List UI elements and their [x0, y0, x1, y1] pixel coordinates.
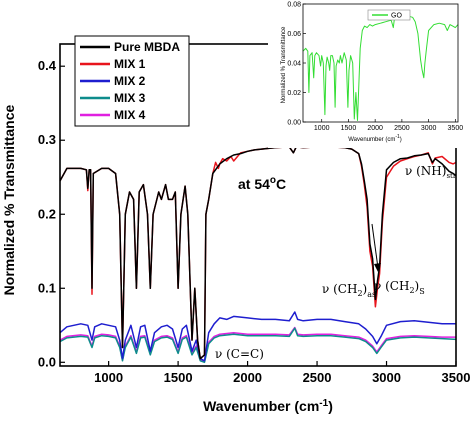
inset-x-tick-label: 1000: [314, 125, 330, 132]
y-tick-label: 0.1: [38, 280, 56, 295]
main-axis-ticks: 1000 1500 2000 2500 3000 3500 0.0 0.1 0.2 0.3 0.4: [38, 58, 471, 385]
inset-x-tick-label: 2500: [394, 125, 410, 132]
y-tick-label: 0.4: [38, 58, 57, 73]
x-tick-label: 1000: [94, 370, 123, 385]
y-tick-label: 0.2: [38, 206, 56, 221]
x-tick-label: 2000: [233, 370, 262, 385]
inset-background: [268, 0, 474, 148]
legend-label-mix-4: MIX 4: [114, 108, 146, 122]
cc-stretch-annotation: ν (C=C): [215, 347, 264, 361]
series-line-mix-2: [59, 311, 456, 362]
ch2-arrow-head: [374, 263, 381, 272]
x-tick-label: 3500: [442, 370, 471, 385]
legend-label-mix-1: MIX 1: [114, 57, 146, 71]
nh-stretch-annotation: ν (NH)str: [405, 164, 457, 180]
inset-series-group: [302, 15, 459, 121]
legend-label-mix-2: MIX 2: [114, 74, 146, 88]
inset-x-tick-label: 2000: [367, 125, 383, 132]
inset-axis-ticks: 1000 1500 2000 2500 3000 3500 0.00 0.02 0.04 0.06…: [287, 2, 463, 133]
x-axis-label: Wavenumber (cm-1): [203, 398, 333, 414]
inset-legend-label-go: GO: [391, 13, 402, 20]
x-tick-label: 2500: [303, 370, 332, 385]
inset-y-tick-label: 0.02: [287, 90, 301, 97]
series-line-mix-3: [59, 327, 457, 364]
main-series-group: [59, 146, 457, 364]
inset-legend: GO: [367, 9, 411, 21]
ch2-sym-annotation: ν (CH2)S: [374, 279, 425, 296]
y-tick-label: 0.3: [38, 132, 56, 147]
inset-y-tick-label: 0.04: [287, 61, 301, 68]
inset-y-tick-label: 0.08: [287, 2, 301, 9]
inset-legend-box: [367, 9, 411, 21]
inset-x-tick-label: 3000: [421, 125, 437, 132]
inset-y-axis-label: Normalized % Transmittance: [281, 26, 287, 103]
inset-y-tick-label: 0.00: [287, 120, 301, 127]
ch2-arrow-line: [371, 223, 379, 269]
inset-x-tick-label: 1500: [341, 125, 357, 132]
inset-x-tick-label: 3500: [448, 125, 464, 132]
main-plot-frame: [59, 43, 457, 367]
y-axis-label: Normalized % Transmittance: [1, 104, 17, 295]
legend-label-mix-3: MIX 3: [114, 91, 146, 105]
inset-y-tick-label: 0.06: [287, 31, 301, 38]
inset-x-axis-label: Wavenumber (cm-1): [348, 134, 402, 143]
inset-series-line-go: [302, 15, 459, 121]
ch2-asym-annotation: ν (CH2)as: [322, 282, 376, 299]
series-line-pure-mbda: [59, 146, 457, 360]
x-tick-label: 1500: [164, 370, 193, 385]
x-tick-label: 3000: [372, 370, 401, 385]
temperature-annotation: at 54oC: [238, 175, 286, 192]
y-tick-label: 0.0: [38, 354, 56, 369]
legend-label-pure-mbda: Pure MBDA: [114, 40, 180, 54]
legend: Pure MBDA MIX 1 MIX 2 MIX 3 MIX 4: [74, 35, 190, 127]
